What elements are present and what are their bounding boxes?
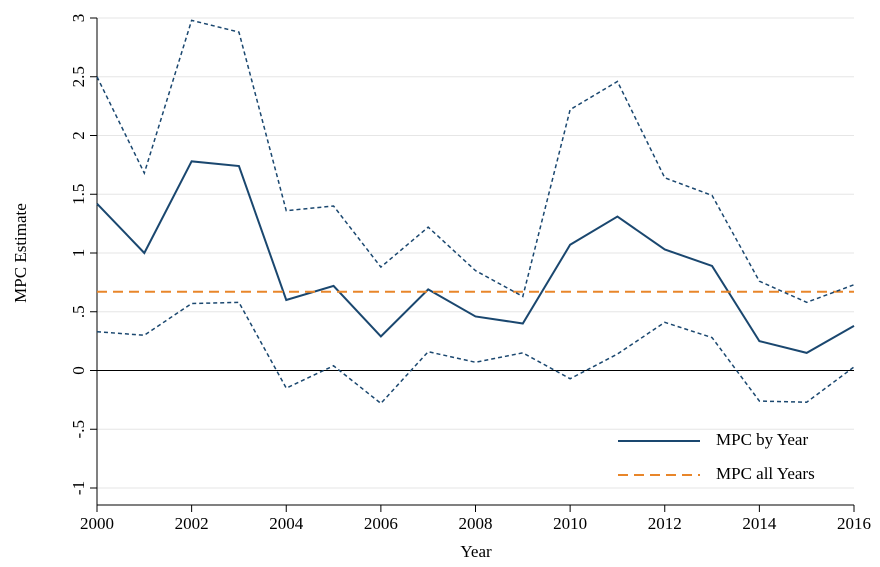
y-tick-label: 1.5 (69, 184, 88, 205)
x-tick-label: 2002 (175, 514, 209, 533)
x-tick-label: 2008 (459, 514, 493, 533)
y-tick-label: 3 (69, 14, 88, 23)
x-tick-label: 2006 (364, 514, 398, 533)
y-tick-label: -.5 (69, 420, 88, 438)
x-axis-label: Year (460, 542, 492, 561)
x-tick-label: 2010 (553, 514, 587, 533)
series-line (96, 301, 855, 405)
y-tick-label: 1 (69, 249, 88, 258)
y-tick-label: -1 (69, 481, 88, 495)
y-axis-label: MPC Estimate (11, 203, 30, 303)
x-tick-label: 2014 (742, 514, 777, 533)
y-tick-label: 0 (69, 366, 88, 375)
series-line (96, 160, 855, 354)
y-tick-label: .5 (69, 305, 88, 318)
y-tick-label: 2.5 (69, 66, 88, 87)
series-line (96, 19, 855, 304)
legend-label: MPC by Year (716, 430, 808, 449)
x-tick-label: 2004 (269, 514, 304, 533)
x-tick-label: 2016 (837, 514, 871, 533)
y-tick-label: 2 (69, 131, 88, 140)
x-tick-label: 2012 (648, 514, 682, 533)
x-tick-label: 2000 (80, 514, 114, 533)
legend-label: MPC all Years (716, 464, 815, 483)
